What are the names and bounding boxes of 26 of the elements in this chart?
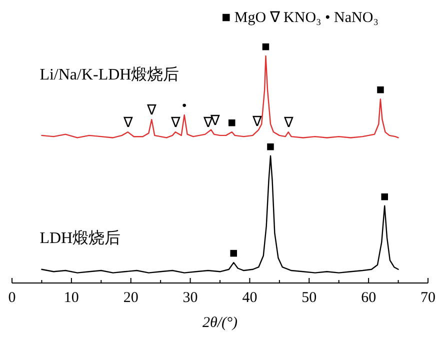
x-tick-label: 20	[123, 290, 138, 306]
x-tick-label: 40	[242, 290, 258, 306]
annotation: ∇	[284, 116, 293, 132]
annotation: ■ MgO ∇ KNO₃ • NaNO₃	[222, 10, 378, 26]
annotation: ∇	[170, 116, 180, 132]
annotation: ■	[380, 190, 389, 205]
annotation: •	[182, 99, 187, 114]
x-tick-label: 0	[8, 290, 16, 306]
x-tick-label: 10	[64, 290, 79, 306]
annotation: ∇	[204, 116, 213, 132]
series-label: LDH煅烧后	[40, 228, 121, 247]
annotation: ∇	[123, 116, 132, 132]
x-tick-label: 50	[302, 290, 317, 306]
x-axis-title: 2θ/(°)	[202, 315, 238, 331]
x-tick-label: 60	[361, 290, 376, 306]
annotation: ∇	[210, 114, 220, 129]
annotation: ∇	[252, 114, 262, 130]
x-tick-label: 30	[182, 290, 198, 306]
annotation: ■	[266, 140, 275, 155]
annotation: ■	[229, 246, 238, 262]
annotation: ■	[262, 40, 270, 55]
x-tick-label: 70	[420, 290, 436, 306]
annotation: ■	[376, 83, 385, 98]
annotation: ■	[228, 116, 236, 132]
series-label: Li/Na/K-LDH煅烧后	[40, 66, 180, 84]
annotation: ∇	[147, 104, 156, 119]
